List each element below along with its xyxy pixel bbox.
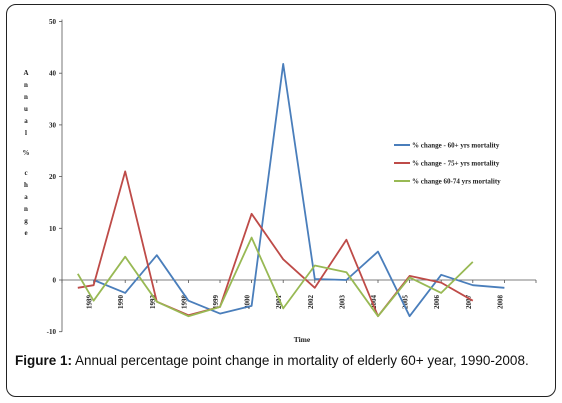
y-axis-label-letter: n	[24, 81, 28, 89]
series-line-3	[77, 236, 474, 318]
x-tick-label: 1989	[86, 295, 94, 310]
caption-text: Annual percentage point change in mortal…	[72, 353, 529, 368]
series-line-2	[77, 170, 474, 318]
y-tick-label: 20	[49, 173, 57, 181]
legend-entry: % change - 75+ yrs mortality	[412, 160, 500, 168]
x-tick-labels: 1989 1990 1993 1998 1999 2000 2001 2002 2003 2004…	[86, 295, 505, 310]
x-axis-label: Time	[294, 335, 311, 344]
x-tick-label: 2001	[275, 295, 283, 310]
y-axis-label-letter: %	[23, 149, 30, 157]
x-tick-label: 1990	[117, 295, 125, 310]
figure-frame	[6, 4, 556, 397]
x-tick-label: 1999	[212, 295, 220, 310]
y-tick-labels: 50 40 30 20 10 0 -10	[47, 18, 57, 336]
y-axis-label-letter: u	[24, 105, 28, 113]
legend: % change - 60+ yrs mortality % change - 7…	[394, 142, 501, 186]
x-tick-label: 1993	[149, 295, 157, 310]
series-lines	[77, 63, 505, 318]
x-tick-label: 2005	[402, 295, 410, 310]
y-tick-label: 10	[49, 225, 57, 233]
y-tick-label: 50	[49, 18, 57, 26]
y-axis-label-letter: A	[23, 69, 28, 77]
x-tick-label: 2002	[307, 295, 315, 310]
figure-caption: Figure 1: Annual percentage point change…	[15, 352, 547, 369]
x-tick-label: 1998	[180, 295, 188, 310]
y-tick-label: 0	[53, 277, 57, 285]
caption-label: Figure 1:	[15, 353, 73, 368]
y-tick-label: 30	[49, 121, 57, 129]
legend-entry: % change 60-74 yrs mortality	[412, 178, 501, 186]
y-axis-label: Annual%change	[23, 69, 30, 237]
y-axis-label-letter: n	[24, 205, 28, 213]
x-tick-label: 2000	[244, 295, 252, 310]
y-axis-label-letter: e	[24, 229, 27, 237]
series-line-1	[93, 63, 505, 318]
y-axis-label-letter: g	[24, 217, 28, 225]
x-tick-label: 2008	[496, 295, 504, 310]
y-axis-label-letter: a	[24, 193, 28, 201]
legend-entry: % change - 60+ yrs mortality	[412, 142, 500, 150]
x-tick-label: 2003	[338, 295, 346, 310]
y-axis-label-letter: c	[24, 169, 27, 177]
x-tick-label: 2004	[370, 295, 378, 310]
x-tick-label: 2006	[433, 295, 441, 310]
x-tick-label: 2007	[465, 295, 473, 310]
y-tick-label: -10	[47, 328, 57, 336]
y-axis-label-letter: n	[24, 93, 28, 101]
y-axis-label-letter: a	[24, 117, 28, 125]
axes	[59, 19, 537, 333]
y-tick-label: 40	[49, 70, 57, 78]
y-axis-label-letter: l	[25, 129, 27, 137]
y-axis-label-letter: h	[24, 181, 28, 189]
